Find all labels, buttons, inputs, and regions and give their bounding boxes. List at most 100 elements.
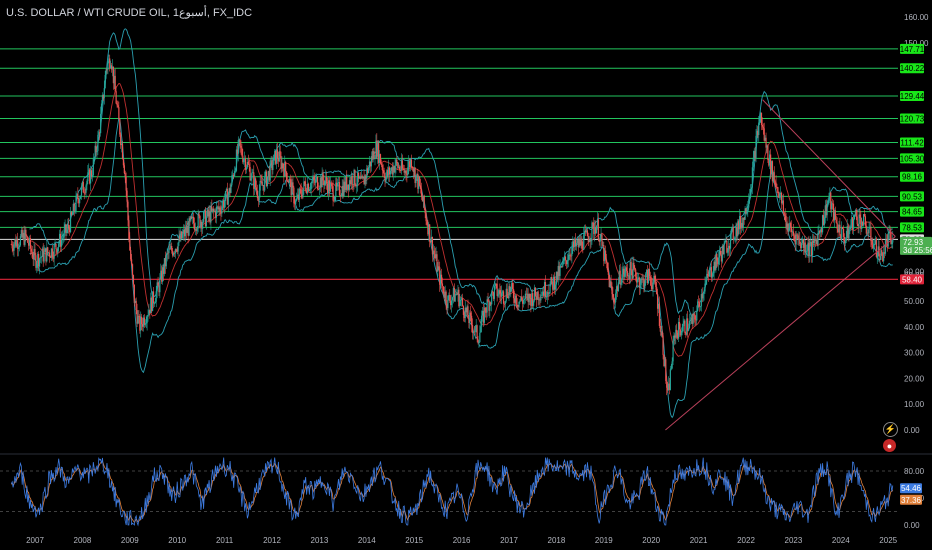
candle-body: [439, 267, 441, 285]
candle-body: [133, 284, 135, 303]
candle-body: [257, 198, 259, 201]
candle-body: [843, 236, 846, 244]
candle-body: [256, 190, 259, 199]
candle-body: [443, 293, 445, 298]
candle-body: [114, 75, 116, 92]
candle-body: [309, 189, 311, 190]
candle-body: [46, 247, 48, 262]
candle-body: [702, 293, 704, 299]
candle-body: [748, 199, 750, 208]
candle-body: [187, 225, 189, 236]
time-tick-label: 2014: [358, 536, 376, 545]
candle-body: [110, 65, 113, 70]
candle-body: [208, 211, 210, 217]
candle-body: [860, 217, 862, 229]
candle-body: [489, 302, 491, 311]
candle-body: [485, 312, 487, 313]
candle-body: [517, 304, 519, 307]
candle-body: [754, 151, 756, 159]
candle-body: [811, 242, 813, 256]
candle-body: [35, 255, 37, 268]
trend-lines[interactable]: [665, 99, 896, 431]
candle-body: [575, 243, 578, 247]
horizontal-levels[interactable]: [0, 48, 898, 280]
candle-body: [667, 387, 669, 391]
candle-body: [653, 275, 655, 283]
candle-body: [631, 270, 633, 279]
candle-body: [480, 326, 482, 333]
candle-body: [224, 191, 227, 201]
candle-body: [320, 177, 322, 188]
candle-body: [293, 187, 295, 204]
candle-body: [757, 130, 759, 136]
candle-body: [278, 151, 280, 162]
candle-body: [87, 172, 89, 182]
candle-body: [344, 181, 346, 190]
candle-body: [792, 231, 794, 236]
candle-body: [419, 176, 421, 186]
candle-body: [318, 188, 320, 190]
candle-body: [134, 300, 136, 303]
alert-icon[interactable]: ●: [883, 439, 896, 452]
time-tick-label: 2021: [690, 536, 708, 545]
candle-body: [312, 176, 314, 182]
candle-body: [45, 248, 47, 262]
candle-body: [229, 188, 231, 193]
level-tag-label: 98.16: [902, 173, 923, 182]
candle-body: [128, 220, 130, 239]
candle-body: [437, 266, 439, 272]
candle-body: [524, 293, 527, 300]
time-axis[interactable]: 2007 2008 2009 2010 2011 2012 2013 2014 2015 2016…: [26, 536, 898, 545]
candle-body: [712, 273, 714, 277]
candle-body: [724, 241, 726, 244]
candle-body: [453, 288, 455, 302]
candle-body: [176, 251, 178, 252]
candle-body: [57, 247, 59, 253]
candle-body: [251, 172, 253, 179]
candle-body: [827, 200, 829, 205]
candle-body: [271, 160, 273, 171]
level-tag-label: 140.22: [900, 64, 925, 73]
candle-body: [730, 228, 733, 234]
faint-tick-label: 60.00: [904, 267, 925, 276]
candle-body: [413, 168, 415, 172]
candle-body: [539, 299, 541, 301]
candle-body: [606, 262, 609, 271]
candle-body: [244, 158, 247, 170]
ascending-trendline[interactable]: [665, 236, 896, 431]
candle-body: [347, 184, 349, 190]
candle-body: [48, 252, 51, 257]
candle-body: [830, 192, 832, 210]
candle-body: [47, 247, 49, 253]
lightning-icon[interactable]: ⚡: [883, 422, 898, 437]
candle-body: [207, 209, 209, 217]
candle-body: [788, 228, 790, 232]
candle-body: [481, 310, 484, 316]
candle-body: [337, 182, 340, 183]
candle-body: [561, 265, 563, 267]
candle-body: [699, 306, 702, 308]
current-price-label: 72.93: [903, 238, 924, 247]
candle-body: [556, 271, 558, 281]
candle-body: [461, 298, 464, 306]
candle-body: [863, 214, 866, 217]
descending-trendline[interactable]: [762, 99, 896, 237]
time-tick-label: 2017: [500, 536, 518, 545]
candle-body: [667, 383, 670, 391]
candle-body: [510, 287, 512, 293]
candle-body: [854, 210, 856, 215]
candle-body: [219, 207, 221, 212]
candle-body: [651, 285, 653, 290]
candle-body: [14, 239, 16, 245]
candle-body: [500, 293, 502, 297]
candle-body: [342, 185, 344, 197]
candle-body: [405, 170, 407, 174]
candle-body: [501, 292, 503, 297]
candle-body: [184, 227, 187, 237]
candle-body: [701, 294, 703, 299]
candle-body: [436, 254, 438, 272]
candle-body: [775, 182, 777, 188]
candle-body: [337, 182, 339, 187]
